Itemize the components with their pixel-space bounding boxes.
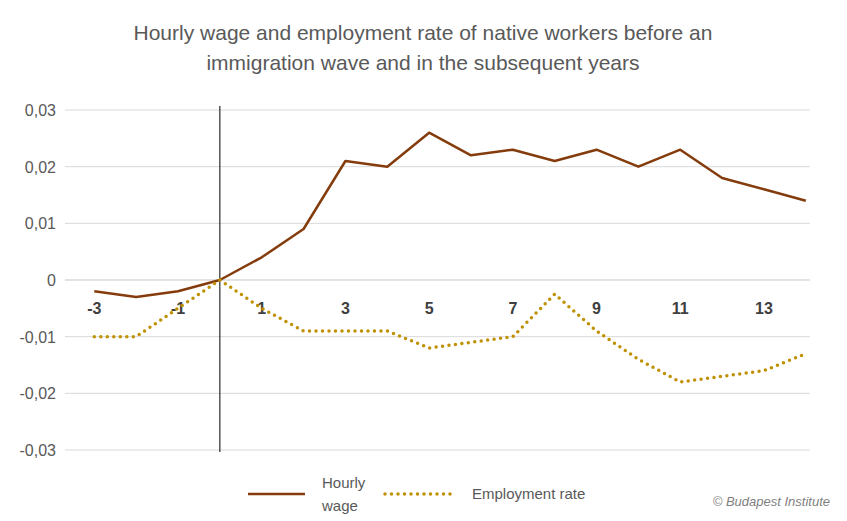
- x-tick-label: -3: [87, 300, 101, 317]
- legend-label: Hourly wage: [321, 474, 366, 514]
- legend-label-line: Hourly: [322, 474, 366, 491]
- legend-label: Employment rate: [472, 485, 585, 502]
- legend-swatch: [385, 492, 455, 496]
- y-tick-label: 0,02: [25, 159, 56, 176]
- legend-label-line: wage: [321, 497, 358, 514]
- x-axis-line: [65, 280, 810, 281]
- y-tick-label: -0,01: [20, 329, 57, 346]
- series-line: [94, 133, 806, 297]
- title: Hourly wage and employment rate of nativ…: [134, 21, 713, 74]
- legend-label-line: Employment rate: [472, 485, 585, 502]
- x-tick-label: 7: [508, 300, 517, 317]
- grid-line: [65, 450, 810, 451]
- y-tick-label: 0,03: [25, 102, 56, 119]
- x-tick-label: 5: [425, 300, 434, 317]
- y-tick-label: -0,03: [20, 442, 57, 459]
- credit: © Budapest Institute: [713, 494, 830, 509]
- title-line: Hourly wage and employment rate of nativ…: [134, 21, 713, 44]
- grid-line: [65, 110, 810, 111]
- x-tick-label: 11: [672, 300, 689, 317]
- x-tick-label: 3: [341, 300, 350, 317]
- grid-line: [65, 336, 810, 337]
- grid-line: [65, 223, 810, 224]
- series-line: [94, 280, 806, 382]
- y-tick-label: -0,02: [20, 385, 57, 402]
- series-group: [94, 133, 806, 382]
- grid-line: [65, 280, 810, 281]
- grid: [65, 110, 810, 450]
- title-line: immigration wave and in the subsequent y…: [206, 51, 639, 74]
- x-tick-label: 13: [755, 300, 773, 317]
- legend-swatch: [248, 493, 305, 496]
- y-tick-label: 0,01: [25, 215, 56, 232]
- chart: Hourly wage and employment rate of nativ…: [0, 0, 847, 521]
- grid-line: [65, 166, 810, 167]
- y-tick-label: 0: [47, 272, 56, 289]
- x-tick-label: 9: [592, 300, 601, 317]
- legend: Hourly wage Employment rate: [248, 474, 585, 514]
- grid-line: [65, 393, 810, 394]
